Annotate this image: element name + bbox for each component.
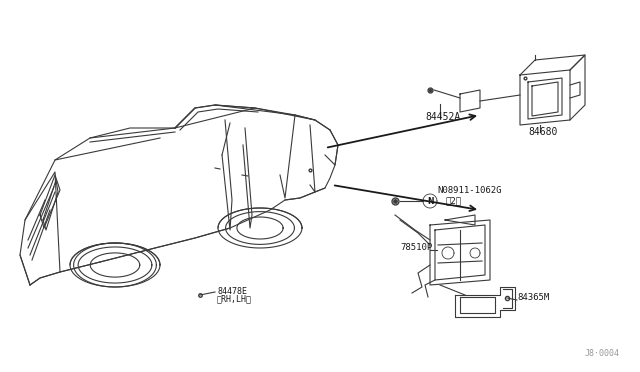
Text: 84680: 84680 (528, 127, 557, 137)
Text: 84452A: 84452A (425, 112, 460, 122)
Text: （RH,LH）: （RH,LH） (217, 295, 252, 304)
Text: 84365M: 84365M (517, 293, 549, 302)
Text: 78510P: 78510P (400, 243, 432, 252)
Text: （2）: （2） (445, 196, 461, 205)
Text: J8·0004: J8·0004 (585, 349, 620, 358)
Text: 84478E: 84478E (217, 286, 247, 295)
Text: N08911-1062G: N08911-1062G (437, 186, 502, 195)
Text: N: N (427, 196, 433, 205)
